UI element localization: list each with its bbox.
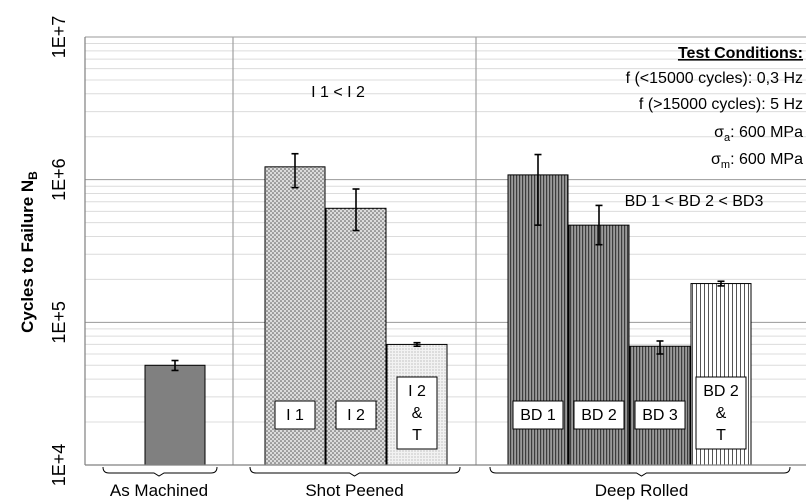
group-separators <box>232 37 477 465</box>
bar-label: BD 3 <box>634 400 686 430</box>
bar-label-text: I 2 <box>408 383 426 400</box>
test-conditions-box: Test Conditions: f (<15000 cycles): 0,3 … <box>626 45 804 171</box>
annotation-deep-rolled: BD 1 < BD 2 < BD3 <box>625 193 764 210</box>
axes <box>84 37 806 466</box>
bar-label-text: & <box>716 405 727 422</box>
test-conditions-title: Test Conditions: <box>678 45 803 62</box>
y-tick-label: 1E+7 <box>49 16 69 59</box>
bar-label-text: I 1 <box>286 407 304 424</box>
error-bar <box>717 280 725 287</box>
group-label: Deep Rolled <box>595 481 689 500</box>
bar-label: BD 2 <box>573 400 625 430</box>
error-bar <box>352 188 360 232</box>
error-bar <box>291 152 299 189</box>
bar-label: BD 2 & T <box>695 376 747 450</box>
error-bar <box>595 204 603 246</box>
group-brace <box>489 466 791 477</box>
bar <box>144 364 206 466</box>
error-bar <box>534 153 542 226</box>
y-tick-label: 1E+5 <box>49 301 69 344</box>
error-bar <box>656 340 664 355</box>
bar-labels: I 1 I 2 I 2 & T BD 1 BD 2 BD 3 BD 2 & T <box>274 376 747 450</box>
bar-label-text: BD 1 <box>520 407 556 424</box>
group-labels: As Machined Shot Peened Deep Rolled <box>102 466 791 500</box>
y-tick-label: 1E+4 <box>49 444 69 487</box>
test-conditions-line2: f (>15000 cycles): 5 Hz <box>639 96 803 113</box>
group-label: Shot Peened <box>305 481 403 500</box>
group-brace <box>102 466 218 477</box>
error-bar <box>171 359 179 372</box>
group-label: As Machined <box>110 481 208 500</box>
bar-label-text: I 2 <box>347 407 365 424</box>
y-axis-title: Cycles to Failure NB <box>18 171 40 333</box>
y-tick-labels: 1E+4 1E+5 1E+6 1E+7 <box>49 16 69 487</box>
group-brace <box>249 466 461 477</box>
test-conditions-line1: f (<15000 cycles): 0,3 Hz <box>626 70 803 87</box>
bar-label-text: T <box>716 427 726 444</box>
error-bar <box>413 341 421 348</box>
bar-label-text: BD 2 <box>703 383 739 400</box>
test-conditions-line3: σa: 600 MPa <box>714 124 803 144</box>
y-tick-label: 1E+6 <box>49 158 69 201</box>
bar-label-text: T <box>412 427 422 444</box>
bar-label-text: BD 2 <box>581 407 617 424</box>
bar-label: I 1 <box>274 400 316 430</box>
test-conditions-line4: σm: 600 MPa <box>711 151 803 171</box>
error-bars <box>171 152 725 372</box>
bar-label-text: BD 3 <box>642 407 678 424</box>
bar-label: I 2 <box>335 400 377 430</box>
bar-label: BD 1 <box>512 400 564 430</box>
bar-label: I 2 & T <box>396 376 438 450</box>
bar-label-text: & <box>412 405 423 422</box>
annotation-shot-peened: I 1 < I 2 <box>311 84 365 101</box>
